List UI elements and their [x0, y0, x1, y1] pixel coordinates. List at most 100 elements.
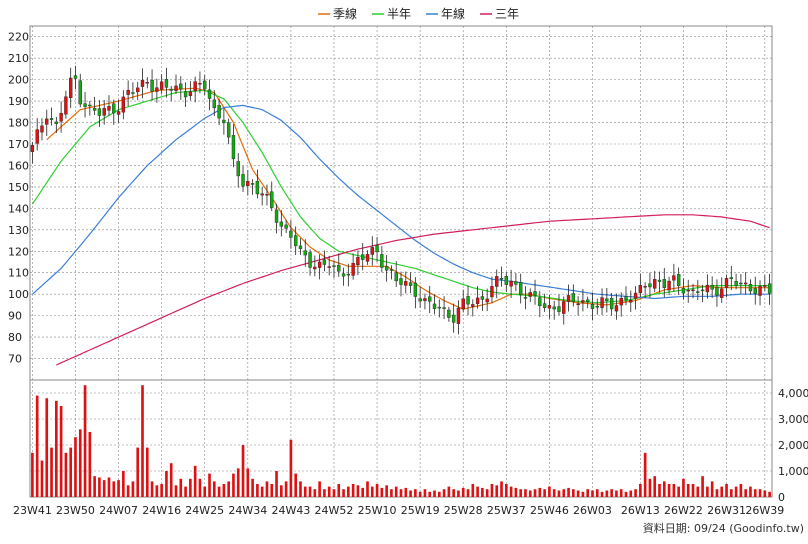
- volume-bar: [758, 489, 762, 497]
- volume-bar: [141, 385, 144, 497]
- candle-body: [250, 183, 255, 185]
- volume-bar: [447, 486, 451, 497]
- candle-body: [638, 285, 643, 294]
- volume-bar: [222, 484, 226, 497]
- candle-body: [648, 283, 652, 288]
- volume-bar: [710, 481, 714, 497]
- legend-label-1: 半年: [387, 7, 411, 21]
- x-tick-label: 24W52: [315, 504, 354, 517]
- price-tick-label: 70: [8, 353, 22, 366]
- volume-bar: [504, 484, 508, 497]
- legend-label-0: 季線: [333, 6, 357, 21]
- candle-body: [657, 279, 662, 282]
- candle-body: [107, 106, 111, 111]
- volume-bar: [308, 486, 312, 497]
- volume-bar: [150, 481, 154, 497]
- volume-bar: [485, 489, 489, 497]
- candle-body: [571, 293, 576, 302]
- volume-tick-label: 0: [778, 491, 785, 504]
- x-tick-label: 26W13: [621, 504, 660, 517]
- candle-body: [322, 259, 327, 265]
- candle-body: [121, 96, 126, 113]
- volume-bar: [466, 489, 470, 497]
- axes: 70 80 90 100 110 120 130 140 150 160 170 180 190 200 2…: [8, 31, 808, 517]
- candle-body: [375, 245, 379, 253]
- candle-body: [226, 122, 231, 138]
- candle-body: [92, 107, 97, 111]
- candle-body: [40, 125, 44, 133]
- volume-bar: [284, 481, 288, 497]
- price-tick-label: 190: [8, 95, 29, 108]
- volume-bar: [45, 398, 49, 497]
- volume-bar: [260, 486, 264, 497]
- candle-body: [136, 87, 140, 93]
- candle-body: [356, 257, 360, 266]
- price-tick-label: 120: [8, 245, 29, 258]
- candle-body: [404, 281, 408, 286]
- volume-bar: [605, 490, 609, 497]
- x-tick-label: 23W41: [13, 504, 52, 517]
- candle-body: [231, 135, 236, 160]
- volume-bar: [696, 486, 700, 497]
- volume-bar: [763, 490, 767, 497]
- candle-body: [676, 274, 681, 286]
- volume-bar: [265, 481, 269, 497]
- volume-bar: [299, 481, 302, 497]
- candle-body: [155, 87, 159, 92]
- candle-body: [222, 119, 226, 124]
- candle-body: [59, 113, 63, 122]
- candle-body: [619, 297, 623, 306]
- price-tick-label: 100: [8, 288, 29, 301]
- data-date-footer: 資料日期: 09/24 (Goodinfo.tw): [643, 521, 804, 535]
- volume-bar: [351, 484, 355, 497]
- volume-bar: [672, 484, 676, 497]
- candle-body: [341, 273, 346, 277]
- volume-bar: [543, 489, 546, 497]
- candle-body: [88, 104, 92, 107]
- candle-body: [504, 276, 509, 285]
- x-tick-label: 24W07: [99, 504, 138, 517]
- moving-average-lines: [31, 87, 770, 366]
- candle-body: [408, 282, 413, 286]
- volume-bar: [715, 489, 719, 497]
- volume-bar: [174, 485, 178, 497]
- candle-body: [361, 254, 365, 260]
- volume-bar: [399, 489, 403, 497]
- volume-bar: [78, 429, 82, 497]
- candle-body: [586, 299, 590, 303]
- candle-body: [303, 250, 307, 256]
- volume-bar: [131, 481, 135, 497]
- volume-bar: [706, 486, 709, 497]
- volume-bar: [318, 481, 321, 497]
- volume-bar: [500, 481, 503, 497]
- volume-bar: [323, 489, 326, 497]
- candle-body: [164, 78, 169, 88]
- legend-label-3: 三年: [495, 7, 519, 21]
- volume-bar: [624, 491, 628, 497]
- volume-bar: [256, 484, 259, 497]
- volume-bar: [370, 486, 374, 497]
- x-tick-label: 26W39: [745, 504, 784, 517]
- volume-bar: [739, 484, 743, 497]
- volume-bar: [461, 487, 465, 497]
- volume-bar: [528, 490, 532, 497]
- volume-bar: [280, 485, 283, 497]
- volume-bar: [117, 480, 120, 497]
- volume-bar: [433, 490, 436, 497]
- volume-bar: [40, 460, 44, 497]
- volume-bar: [686, 484, 690, 497]
- candle-body: [518, 281, 523, 296]
- candle-body: [523, 297, 528, 299]
- volume-bar: [55, 400, 58, 497]
- candle-body: [715, 286, 719, 296]
- candle-body: [490, 286, 494, 298]
- candle-body: [389, 269, 394, 271]
- volume-bar: [203, 486, 207, 497]
- volume-bar: [64, 452, 68, 497]
- candle-body: [475, 297, 480, 304]
- price-tick-label: 150: [8, 181, 29, 194]
- candle-body: [212, 99, 216, 109]
- candle-body: [428, 296, 432, 302]
- candle-body: [729, 277, 733, 280]
